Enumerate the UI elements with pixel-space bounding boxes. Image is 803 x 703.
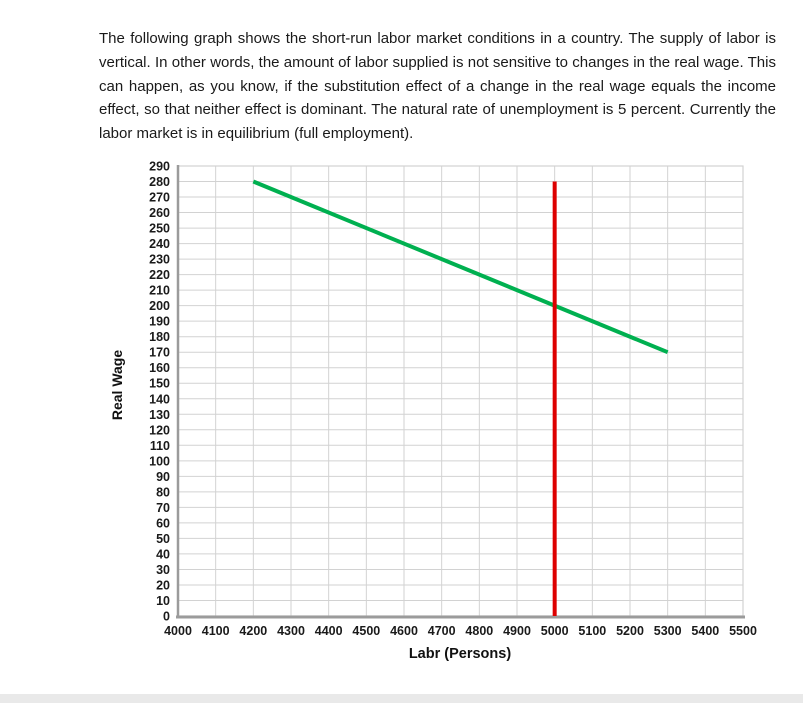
y-tick-label: 20 — [156, 578, 170, 592]
x-tick-label: 5200 — [616, 624, 644, 638]
y-tick-label: 80 — [156, 485, 170, 499]
y-tick-label: 110 — [150, 439, 170, 453]
y-tick-label: 30 — [156, 563, 170, 577]
y-tick-label: 130 — [149, 408, 170, 422]
x-axis-title: Labr (Persons) — [408, 646, 512, 662]
y-tick-label: 250 — [149, 222, 170, 236]
x-tick-label: 5100 — [578, 624, 606, 638]
x-tick-label: 4000 — [164, 624, 192, 638]
y-tick-label: 280 — [149, 175, 170, 189]
x-tick-label: 4800 — [465, 624, 493, 638]
y-tick-label: 90 — [156, 470, 170, 484]
y-tick-label: 10 — [156, 594, 170, 608]
x-tick-label: 4200 — [239, 624, 267, 638]
y-tick-label: 70 — [156, 501, 170, 515]
y-tick-label: 100 — [149, 454, 170, 468]
y-tick-label: 180 — [149, 330, 170, 344]
y-tick-label: 140 — [149, 392, 170, 406]
x-tick-label: 4100 — [202, 624, 230, 638]
y-tick-label: 220 — [149, 268, 170, 282]
y-tick-label: 40 — [156, 547, 170, 561]
x-tick-label: 5300 — [654, 624, 682, 638]
x-tick-label: 5000 — [541, 624, 569, 638]
y-tick-label: 150 — [149, 377, 170, 391]
y-tick-label: 260 — [149, 206, 170, 220]
x-tick-label: 4600 — [390, 624, 418, 638]
plot-border — [177, 165, 744, 617]
y-tick-label: 0 — [163, 610, 170, 624]
y-tick-label: 170 — [149, 346, 170, 360]
x-tick-label: 4300 — [277, 624, 305, 638]
y-tick-label: 60 — [156, 516, 170, 530]
chart-plot-area: 4000 4100 4200 4300 4400 4500 4600 4700 4800 4900… — [149, 160, 757, 638]
y-tick-label: 190 — [149, 315, 170, 329]
y-tick-label: 270 — [149, 191, 170, 205]
y-tick-label: 240 — [149, 237, 170, 251]
y-tick-label: 200 — [149, 299, 170, 313]
x-tick-label: 5400 — [691, 624, 719, 638]
x-tick-label: 4700 — [428, 624, 456, 638]
y-tick-label: 50 — [156, 532, 170, 546]
labor-demand-line — [252, 179, 669, 355]
y-tick-label: 290 — [149, 160, 170, 174]
y-tick-label: 120 — [149, 423, 170, 437]
x-tick-label: 5500 — [729, 624, 757, 638]
x-tick-label: 4500 — [352, 624, 380, 638]
bottom-strip — [0, 694, 803, 703]
x-tick-label: 4900 — [503, 624, 531, 638]
y-tick-label: 230 — [149, 253, 170, 267]
x-tick-label: 4400 — [315, 624, 343, 638]
y-tick-label: 160 — [149, 361, 170, 375]
y-tick-label: 210 — [149, 284, 170, 298]
problem-statement: The following graph shows the short-run … — [99, 30, 776, 143]
